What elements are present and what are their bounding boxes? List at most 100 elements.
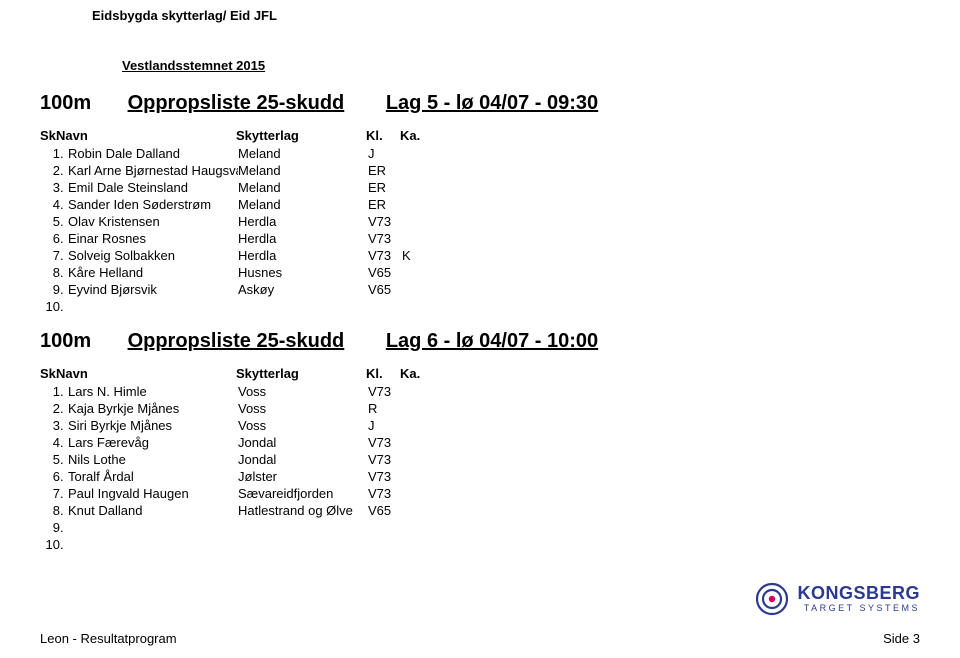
- row-kl: V73: [368, 451, 402, 468]
- row-dot: .: [60, 417, 68, 434]
- table-row: 9.: [40, 519, 402, 536]
- table-row: 1.Lars N. HimleVossV73: [40, 383, 402, 400]
- row-lag: Meland: [238, 162, 368, 179]
- table-row: 3.Emil Dale SteinslandMelandER: [40, 179, 411, 196]
- row-kl: V73: [368, 485, 402, 502]
- row-kl: V65: [368, 281, 402, 298]
- row-dot: .: [60, 179, 68, 196]
- row-num: 9: [40, 519, 60, 536]
- list-title-1: Oppropsliste 25-skudd: [128, 92, 345, 114]
- row-dot: .: [60, 502, 68, 519]
- row-num: 6: [40, 230, 60, 247]
- row-kl: V73: [368, 230, 402, 247]
- row-dot: .: [60, 196, 68, 213]
- row-dot: .: [60, 383, 68, 400]
- table-row: 5.Olav KristensenHerdlaV73: [40, 213, 411, 230]
- row-name: Knut Dalland: [68, 502, 238, 519]
- table-row: 3.Siri Byrkje MjånesVossJ: [40, 417, 402, 434]
- row-num: 5: [40, 451, 60, 468]
- row-lag: Husnes: [238, 264, 368, 281]
- row-num: 1: [40, 145, 60, 162]
- row-kl: V73: [368, 434, 402, 451]
- row-num: 9: [40, 281, 60, 298]
- table-row: 6.Einar RosnesHerdlaV73: [40, 230, 411, 247]
- row-dot: .: [60, 519, 68, 536]
- footer-left: Leon - Resultatprogram: [40, 631, 177, 646]
- row-num: 1: [40, 383, 60, 400]
- row-kl: V73: [368, 213, 402, 230]
- row-num: 3: [40, 417, 60, 434]
- row-num: 7: [40, 485, 60, 502]
- row-lag: Jondal: [238, 451, 368, 468]
- row-name: Kåre Helland: [68, 264, 238, 281]
- row-lag: Herdla: [238, 230, 368, 247]
- table-row: 4.Sander Iden SøderstrømMelandER: [40, 196, 411, 213]
- table-row: 4.Lars FærevågJondalV73: [40, 434, 402, 451]
- table-row: 5.Nils LotheJondalV73: [40, 451, 402, 468]
- table-row: 6.Toralf ÅrdalJølsterV73: [40, 468, 402, 485]
- col-ka: Ka.: [400, 128, 420, 143]
- row-lag: Voss: [238, 417, 368, 434]
- row-num: 3: [40, 179, 60, 196]
- lag-heading-1: Lag 5 - lø 04/07 - 09:30: [386, 92, 598, 114]
- row-kl: J: [368, 145, 402, 162]
- table-row: 7.Solveig SolbakkenHerdlaV73K: [40, 247, 411, 264]
- row-dot: .: [60, 264, 68, 281]
- event-title: Vestlandsstemnet 2015: [122, 58, 265, 73]
- col-navn: Navn: [56, 128, 236, 143]
- list-title-2: Oppropsliste 25-skudd: [128, 330, 345, 352]
- row-num: 2: [40, 162, 60, 179]
- row-dot: .: [60, 281, 68, 298]
- row-name: Solveig Solbakken: [68, 247, 238, 264]
- row-name: Robin Dale Dalland: [68, 145, 238, 162]
- row-dot: .: [60, 485, 68, 502]
- row-lag: Voss: [238, 400, 368, 417]
- row-name: Eyvind Bjørsvik: [68, 281, 238, 298]
- row-ka: K: [402, 247, 411, 264]
- col-kl: Kl.: [366, 366, 400, 381]
- row-name: Siri Byrkje Mjånes: [68, 417, 238, 434]
- table-row: 9.Eyvind BjørsvikAskøyV65: [40, 281, 411, 298]
- row-name: Einar Rosnes: [68, 230, 238, 247]
- row-name: Kaja Byrkje Mjånes: [68, 400, 238, 417]
- target-icon: [755, 582, 789, 616]
- rows-2: 1.Lars N. HimleVossV732.Kaja Byrkje Mjån…: [40, 383, 402, 553]
- col-kl: Kl.: [366, 128, 400, 143]
- row-kl: V73: [368, 247, 402, 264]
- table-row: 8.Knut DallandHatlestrand og ØlveV65: [40, 502, 402, 519]
- row-kl: V65: [368, 502, 402, 519]
- table-row: 2.Karl Arne Bjørnestad HaugsværMelandER: [40, 162, 411, 179]
- row-lag: Herdla: [238, 247, 368, 264]
- col-lag: Skytterlag: [236, 366, 366, 381]
- row-lag: Meland: [238, 145, 368, 162]
- row-kl: V73: [368, 383, 402, 400]
- col-sk: Sk.: [40, 366, 56, 381]
- row-num: 8: [40, 264, 60, 281]
- row-lag: Askøy: [238, 281, 368, 298]
- row-dot: .: [60, 536, 68, 553]
- row-kl: V73: [368, 468, 402, 485]
- row-dot: .: [60, 451, 68, 468]
- row-dot: .: [60, 434, 68, 451]
- row-name: Sander Iden Søderstrøm: [68, 196, 238, 213]
- row-dot: .: [60, 213, 68, 230]
- row-name: Emil Dale Steinsland: [68, 179, 238, 196]
- section-heading-2: 100m Oppropsliste 25-skudd Lag 6 - lø 04…: [40, 330, 598, 353]
- table-row: 1.Robin Dale DallandMelandJ: [40, 145, 411, 162]
- row-num: 10: [40, 298, 60, 315]
- row-num: 2: [40, 400, 60, 417]
- distance-2: 100m: [40, 330, 122, 353]
- row-kl: J: [368, 417, 402, 434]
- row-dot: .: [60, 162, 68, 179]
- table-row: 10.: [40, 298, 411, 315]
- row-dot: .: [60, 247, 68, 264]
- row-num: 4: [40, 196, 60, 213]
- row-kl: ER: [368, 196, 402, 213]
- row-dot: .: [60, 468, 68, 485]
- kongsberg-logo: KONGSBERG TARGET SYSTEMS: [755, 582, 920, 616]
- row-lag: Herdla: [238, 213, 368, 230]
- table-row: 8.Kåre HellandHusnesV65: [40, 264, 411, 281]
- row-lag: Meland: [238, 196, 368, 213]
- footer-right: Side 3: [883, 631, 920, 646]
- club-name: Eidsbygda skytterlag/ Eid JFL: [92, 8, 277, 23]
